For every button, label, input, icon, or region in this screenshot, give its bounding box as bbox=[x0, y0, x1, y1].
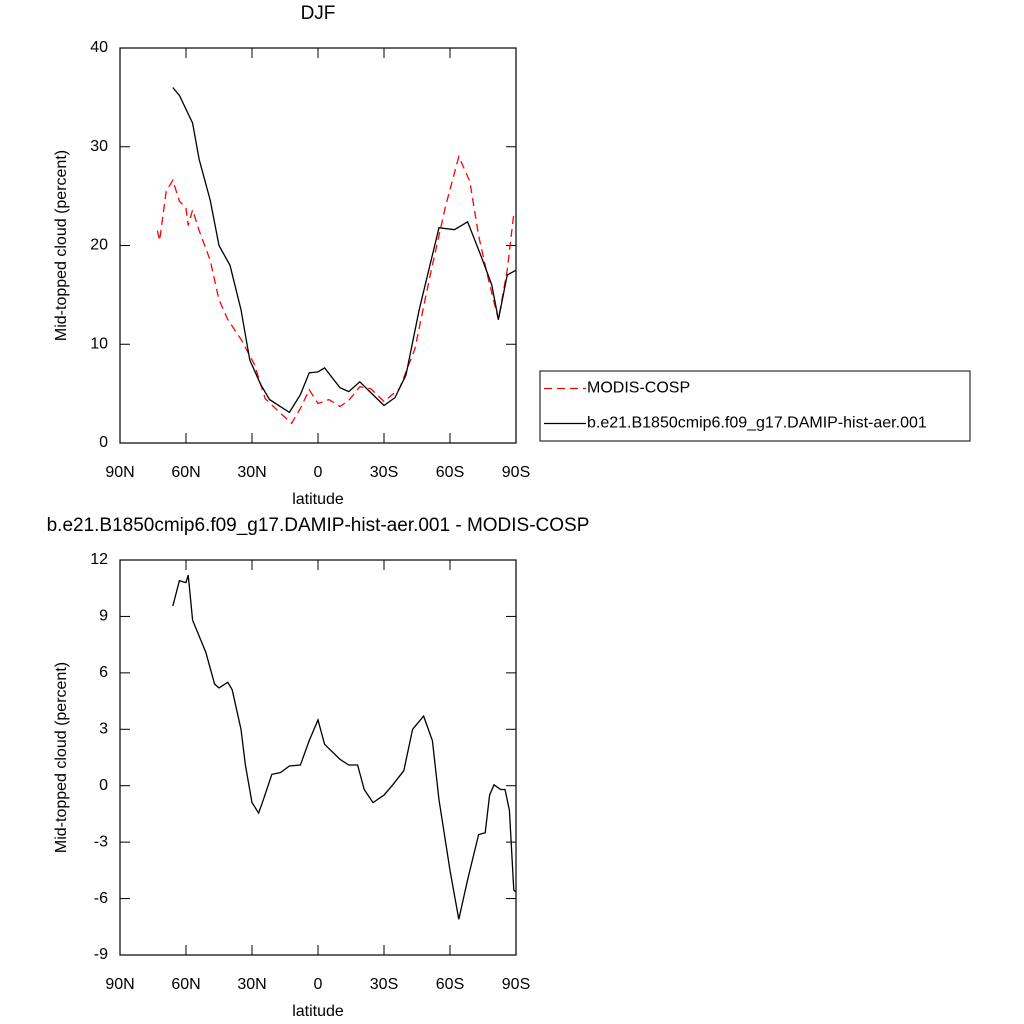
chart-title: DJF bbox=[301, 3, 336, 24]
y-axis-label: Mid-topped cloud (percent) bbox=[53, 150, 70, 341]
x-tick-label: 90S bbox=[502, 976, 530, 993]
plot-frame bbox=[119, 559, 517, 956]
x-tick-label: 0 bbox=[314, 464, 323, 481]
y-tick-label: 40 bbox=[90, 39, 108, 56]
y-tick-label: 9 bbox=[99, 608, 108, 625]
x-tick-label: 60N bbox=[171, 464, 200, 481]
chart-title: b.e21.B1850cmip6.f09_g17.DAMIP-hist-aer.… bbox=[47, 515, 590, 536]
x-tick-label: 30S bbox=[370, 976, 398, 993]
y-tick-label: 10 bbox=[90, 335, 108, 352]
x-axis-label: latitude bbox=[292, 491, 344, 508]
x-tick-label: 90S bbox=[502, 464, 530, 481]
x-tick-label: 30S bbox=[370, 464, 398, 481]
y-tick-label: 6 bbox=[99, 664, 108, 681]
y-tick-label: 0 bbox=[99, 777, 108, 794]
y-tick-label: 12 bbox=[90, 551, 108, 568]
legend-label: MODIS-COSP bbox=[587, 380, 690, 397]
y-tick-label: -9 bbox=[94, 946, 108, 963]
x-tick-label: 60S bbox=[436, 464, 464, 481]
data-line bbox=[156, 154, 517, 425]
y-tick-label: -6 bbox=[94, 890, 108, 907]
y-tick-label: 30 bbox=[90, 138, 108, 155]
x-axis-label: latitude bbox=[292, 1003, 344, 1020]
x-tick-label: 30N bbox=[237, 464, 266, 481]
x-tick-label: 30N bbox=[237, 976, 266, 993]
legend-label: b.e21.B1850cmip6.f09_g17.DAMIP-hist-aer.… bbox=[587, 415, 927, 432]
y-axis-label: Mid-topped cloud (percent) bbox=[53, 662, 70, 853]
x-tick-label: 90N bbox=[105, 976, 134, 993]
legend-box bbox=[539, 370, 971, 442]
plot-frame bbox=[119, 47, 517, 444]
data-line bbox=[172, 574, 517, 920]
data-line bbox=[172, 87, 517, 414]
y-tick-label: -3 bbox=[94, 833, 108, 850]
x-tick-label: 0 bbox=[314, 976, 323, 993]
x-tick-label: 60N bbox=[171, 976, 200, 993]
y-tick-label: 20 bbox=[90, 237, 108, 254]
x-tick-label: 60S bbox=[436, 976, 464, 993]
x-tick-label: 90N bbox=[105, 464, 134, 481]
y-tick-label: 0 bbox=[99, 434, 108, 451]
y-tick-label: 3 bbox=[99, 721, 108, 738]
